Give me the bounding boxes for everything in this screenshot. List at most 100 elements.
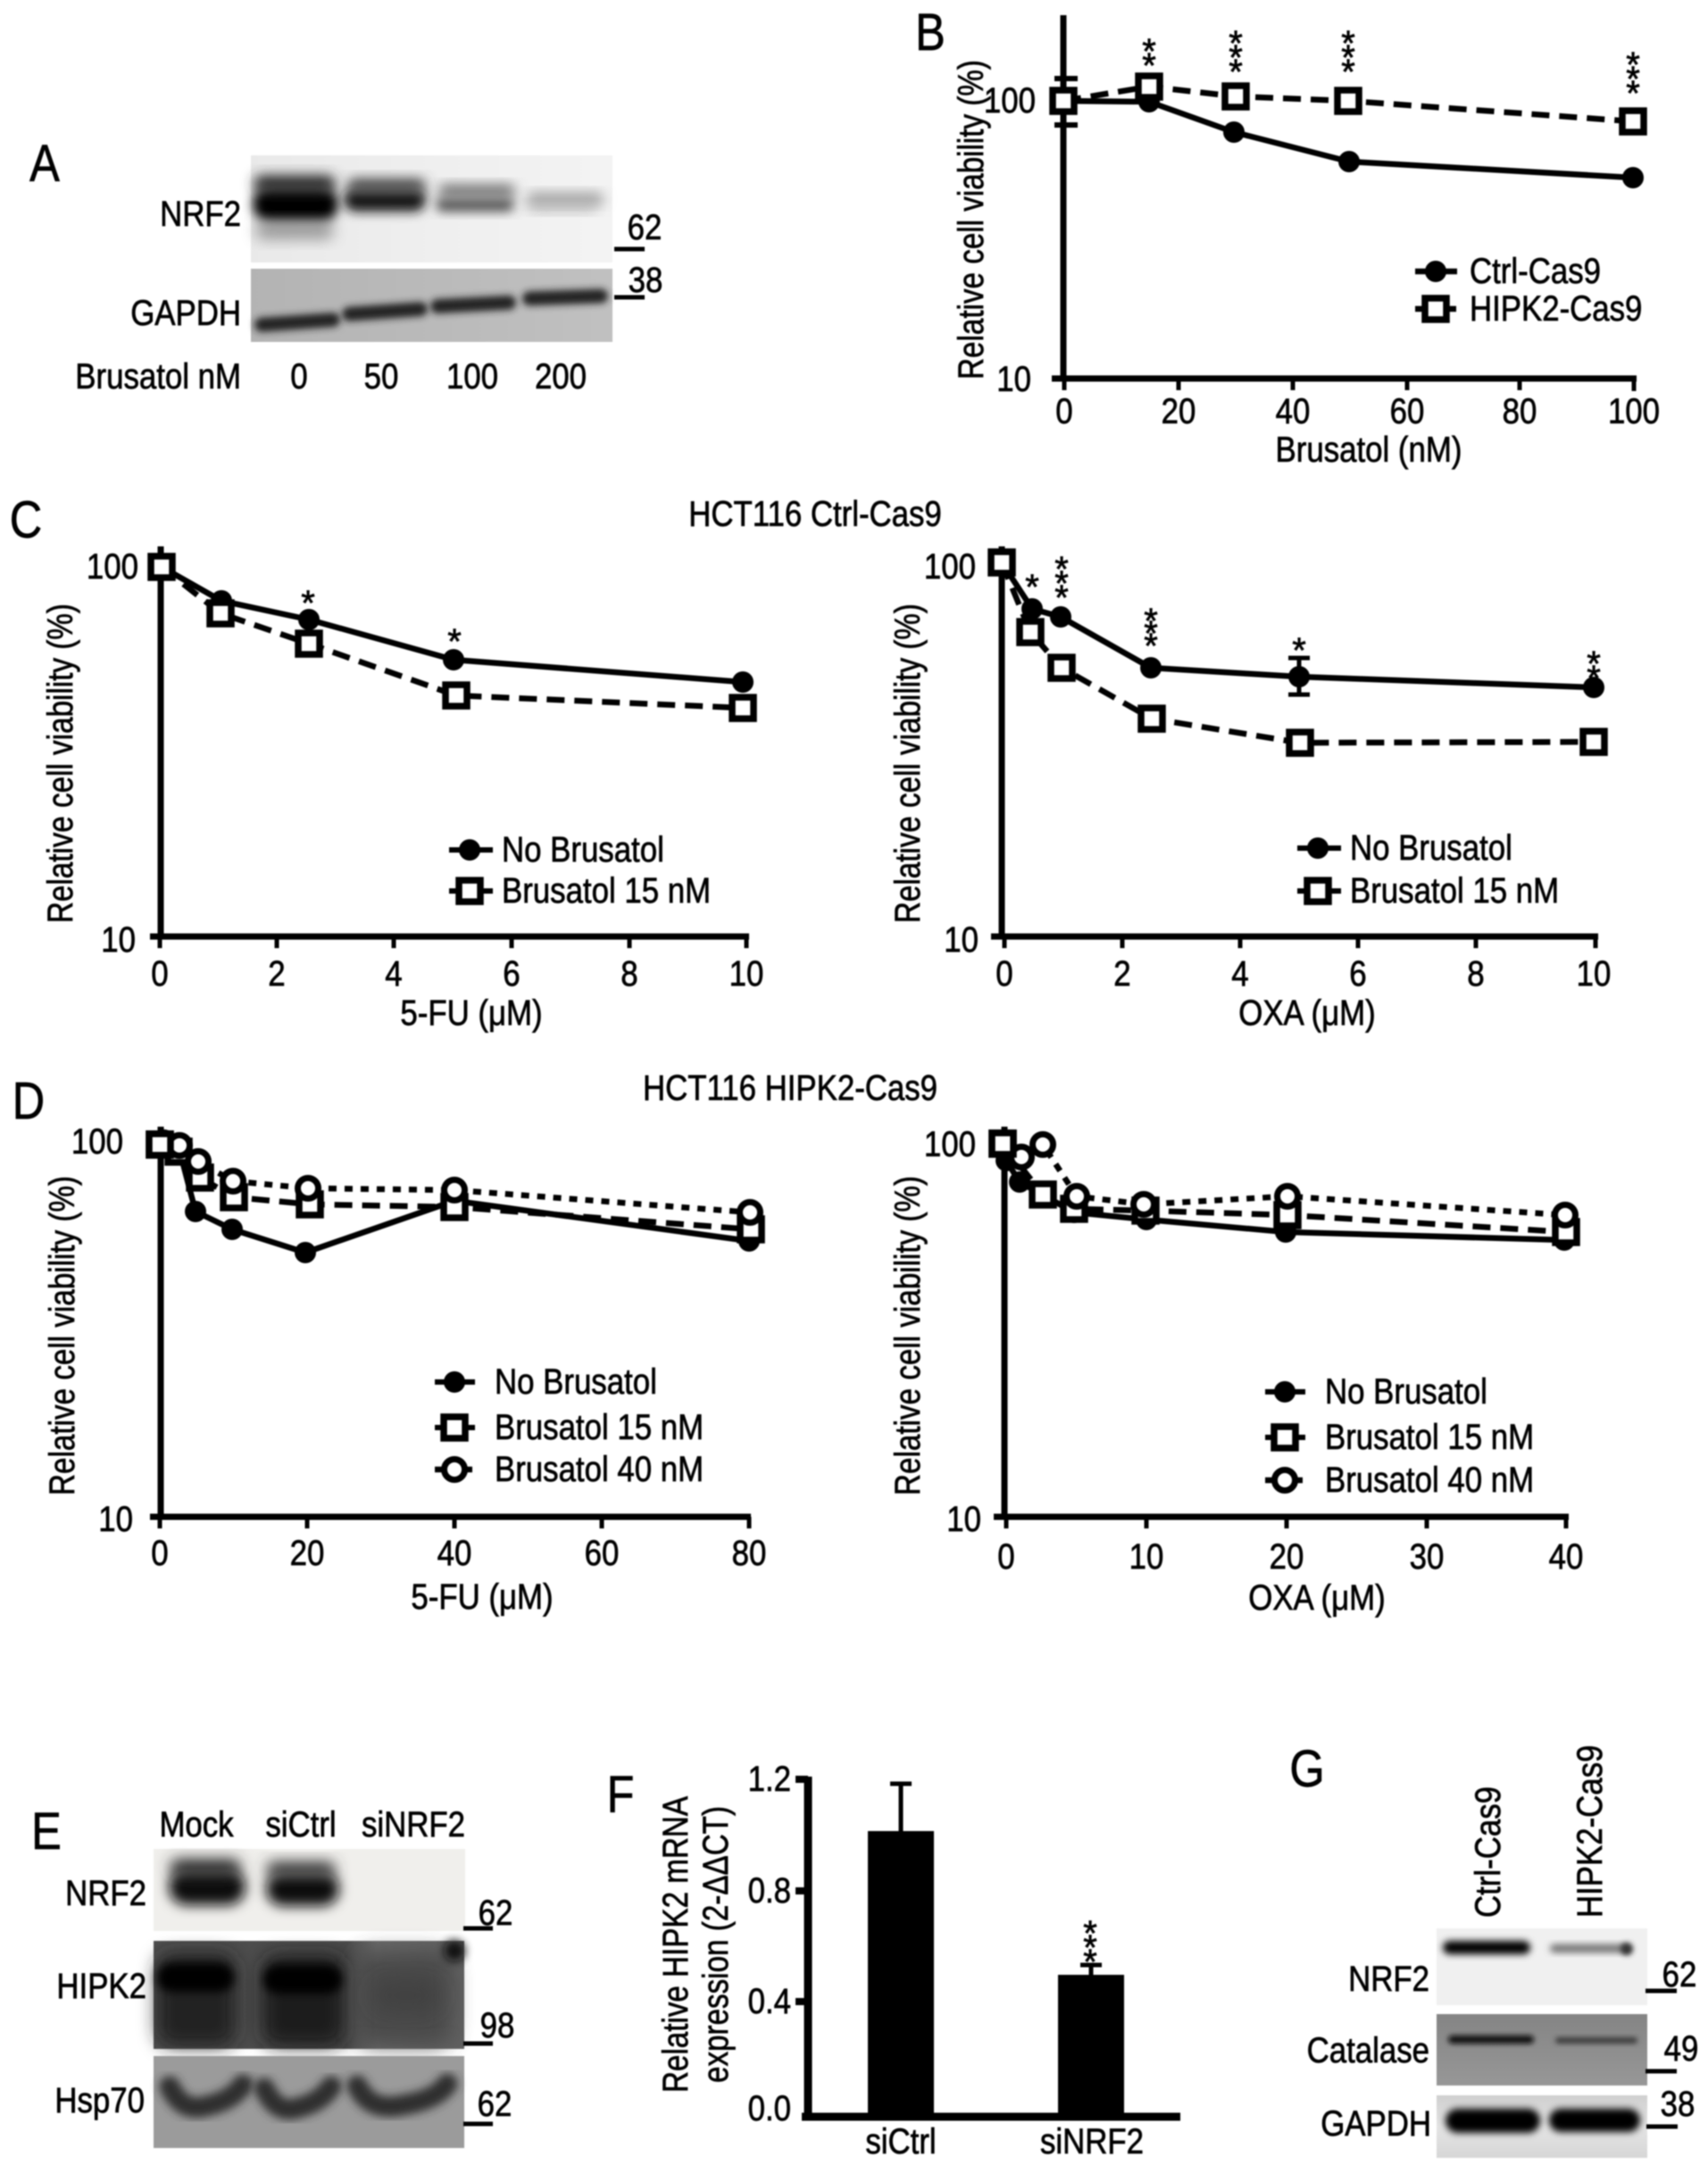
svg-text:10: 10 xyxy=(729,954,764,994)
svg-text:*: * xyxy=(1144,627,1158,666)
svg-text:1.2: 1.2 xyxy=(748,1760,791,1799)
svg-text:*: * xyxy=(1229,53,1243,92)
svg-text:A: A xyxy=(29,135,60,193)
svg-text:Brusatol 15 nM: Brusatol 15 nM xyxy=(495,1408,704,1447)
svg-text:*: * xyxy=(1626,60,1640,99)
svg-text:No Brusatol: No Brusatol xyxy=(495,1362,657,1402)
svg-text:HIPK2: HIPK2 xyxy=(56,1967,146,2006)
svg-text:*: * xyxy=(1626,46,1640,85)
svg-text:60: 60 xyxy=(585,1534,620,1573)
svg-text:10: 10 xyxy=(1129,1537,1164,1577)
svg-text:*: * xyxy=(1229,38,1243,78)
svg-text:HIPK2-Cas9: HIPK2-Cas9 xyxy=(1571,1745,1610,1918)
svg-text:0: 0 xyxy=(997,1537,1014,1577)
svg-text:2: 2 xyxy=(268,954,285,994)
svg-text:0: 0 xyxy=(290,357,307,396)
svg-text:49: 49 xyxy=(1664,2029,1699,2069)
svg-text:10: 10 xyxy=(996,360,1031,399)
svg-text:10: 10 xyxy=(1577,954,1612,994)
svg-text:Brusatol 40 nM: Brusatol 40 nM xyxy=(495,1450,704,1489)
svg-text:0: 0 xyxy=(151,1534,168,1573)
svg-text:No Brusatol: No Brusatol xyxy=(1325,1372,1487,1411)
svg-text:*: * xyxy=(1341,38,1355,78)
svg-text:*: * xyxy=(1025,568,1039,607)
svg-text:*: * xyxy=(1626,74,1640,113)
svg-text:D: D xyxy=(12,1072,45,1130)
svg-text:40: 40 xyxy=(1549,1537,1584,1577)
svg-text:20: 20 xyxy=(290,1534,325,1573)
svg-text:*: * xyxy=(1144,602,1158,641)
svg-text:No Brusatol: No Brusatol xyxy=(1350,828,1512,868)
svg-text:62: 62 xyxy=(479,1894,513,1933)
svg-text:Mock: Mock xyxy=(159,1805,234,1844)
svg-text:Relative HIPK2 mRNA: Relative HIPK2 mRNA xyxy=(656,1796,696,2093)
svg-text:10: 10 xyxy=(944,920,979,960)
svg-text:GAPDH: GAPDH xyxy=(1321,2104,1431,2144)
svg-text:Brusatol 40 nM: Brusatol 40 nM xyxy=(1325,1461,1534,1500)
svg-text:Relative cell viability (%): Relative cell viability (%) xyxy=(41,604,80,923)
svg-text:100: 100 xyxy=(924,1125,976,1164)
svg-text:10: 10 xyxy=(98,1500,133,1539)
svg-text:80: 80 xyxy=(732,1534,767,1573)
svg-text:38: 38 xyxy=(629,261,663,300)
svg-text:200: 200 xyxy=(535,357,587,396)
svg-text:*: * xyxy=(1083,1943,1097,1982)
svg-text:C: C xyxy=(10,491,42,549)
svg-text:*: * xyxy=(1292,631,1306,670)
svg-text:siCtrl: siCtrl xyxy=(865,2122,936,2161)
svg-text:Brusatol 15 nM: Brusatol 15 nM xyxy=(1350,871,1559,911)
svg-text:GAPDH: GAPDH xyxy=(130,294,241,333)
svg-text:Ctrl-Cas9: Ctrl-Cas9 xyxy=(1469,1786,1508,1918)
svg-text:5-FU (μM): 5-FU (μM) xyxy=(411,1578,553,1617)
svg-text:*: * xyxy=(1229,24,1243,63)
svg-text:siNRF2: siNRF2 xyxy=(1040,2122,1144,2161)
svg-text:Relative cell viability (%): Relative cell viability (%) xyxy=(43,1176,82,1495)
svg-text:*: * xyxy=(301,584,315,623)
svg-text:G: G xyxy=(1289,1740,1324,1798)
svg-text:8: 8 xyxy=(621,954,637,994)
svg-text:NRF2: NRF2 xyxy=(65,1874,146,1913)
svg-text:*: * xyxy=(1341,24,1355,63)
svg-text:8: 8 xyxy=(1467,954,1484,994)
svg-text:50: 50 xyxy=(364,357,399,396)
svg-text:NRF2: NRF2 xyxy=(160,195,241,234)
svg-text:Catalase: Catalase xyxy=(1307,2031,1429,2070)
svg-text:80: 80 xyxy=(1503,392,1537,431)
svg-text:Relative cell viability (%): Relative cell viability (%) xyxy=(952,60,991,379)
svg-text:40: 40 xyxy=(437,1534,472,1573)
svg-text:HCT116 HIPK2-Cas9: HCT116 HIPK2-Cas9 xyxy=(643,1069,937,1108)
svg-text:Hsp70: Hsp70 xyxy=(54,2081,145,2120)
svg-text:100: 100 xyxy=(446,357,498,396)
svg-text:OXA (μM): OXA (μM) xyxy=(1238,994,1376,1033)
svg-text:*: * xyxy=(1142,32,1156,71)
svg-text:No Brusatol: No Brusatol xyxy=(502,830,664,870)
svg-text:*: * xyxy=(1587,645,1601,684)
svg-text:F: F xyxy=(607,1766,635,1824)
svg-text:*: * xyxy=(1083,1914,1097,1953)
svg-text:NRF2: NRF2 xyxy=(1348,1960,1429,1999)
svg-text:*: * xyxy=(1144,614,1158,654)
svg-text:Ctrl-Cas9: Ctrl-Cas9 xyxy=(1470,252,1601,291)
svg-text:HIPK2-Cas9: HIPK2-Cas9 xyxy=(1470,289,1642,329)
svg-text:Brusatol 15 nM: Brusatol 15 nM xyxy=(1325,1418,1534,1457)
svg-text:Brusatol nM: Brusatol nM xyxy=(75,357,241,396)
svg-text:E: E xyxy=(31,1803,62,1861)
svg-text:98: 98 xyxy=(480,2006,515,2045)
svg-text:20: 20 xyxy=(1270,1537,1304,1577)
svg-text:0.0: 0.0 xyxy=(748,2089,791,2128)
svg-text:Relative cell viability (%): Relative cell viability (%) xyxy=(888,604,928,923)
svg-text:20: 20 xyxy=(1162,392,1196,431)
svg-text:60: 60 xyxy=(1390,392,1425,431)
svg-text:Brusatol 15 nM: Brusatol 15 nM xyxy=(502,871,711,911)
svg-text:62: 62 xyxy=(1662,1955,1697,1994)
svg-text:B: B xyxy=(915,4,946,62)
svg-text:38: 38 xyxy=(1661,2085,1696,2124)
svg-text:*: * xyxy=(1142,46,1156,86)
svg-text:6: 6 xyxy=(1349,954,1366,994)
svg-text:4: 4 xyxy=(1231,954,1248,994)
svg-text:30: 30 xyxy=(1410,1537,1445,1577)
svg-text:OXA (μM): OXA (μM) xyxy=(1248,1578,1386,1618)
svg-text:40: 40 xyxy=(1276,392,1311,431)
svg-text:10: 10 xyxy=(946,1500,981,1539)
svg-text:0: 0 xyxy=(1055,392,1072,431)
